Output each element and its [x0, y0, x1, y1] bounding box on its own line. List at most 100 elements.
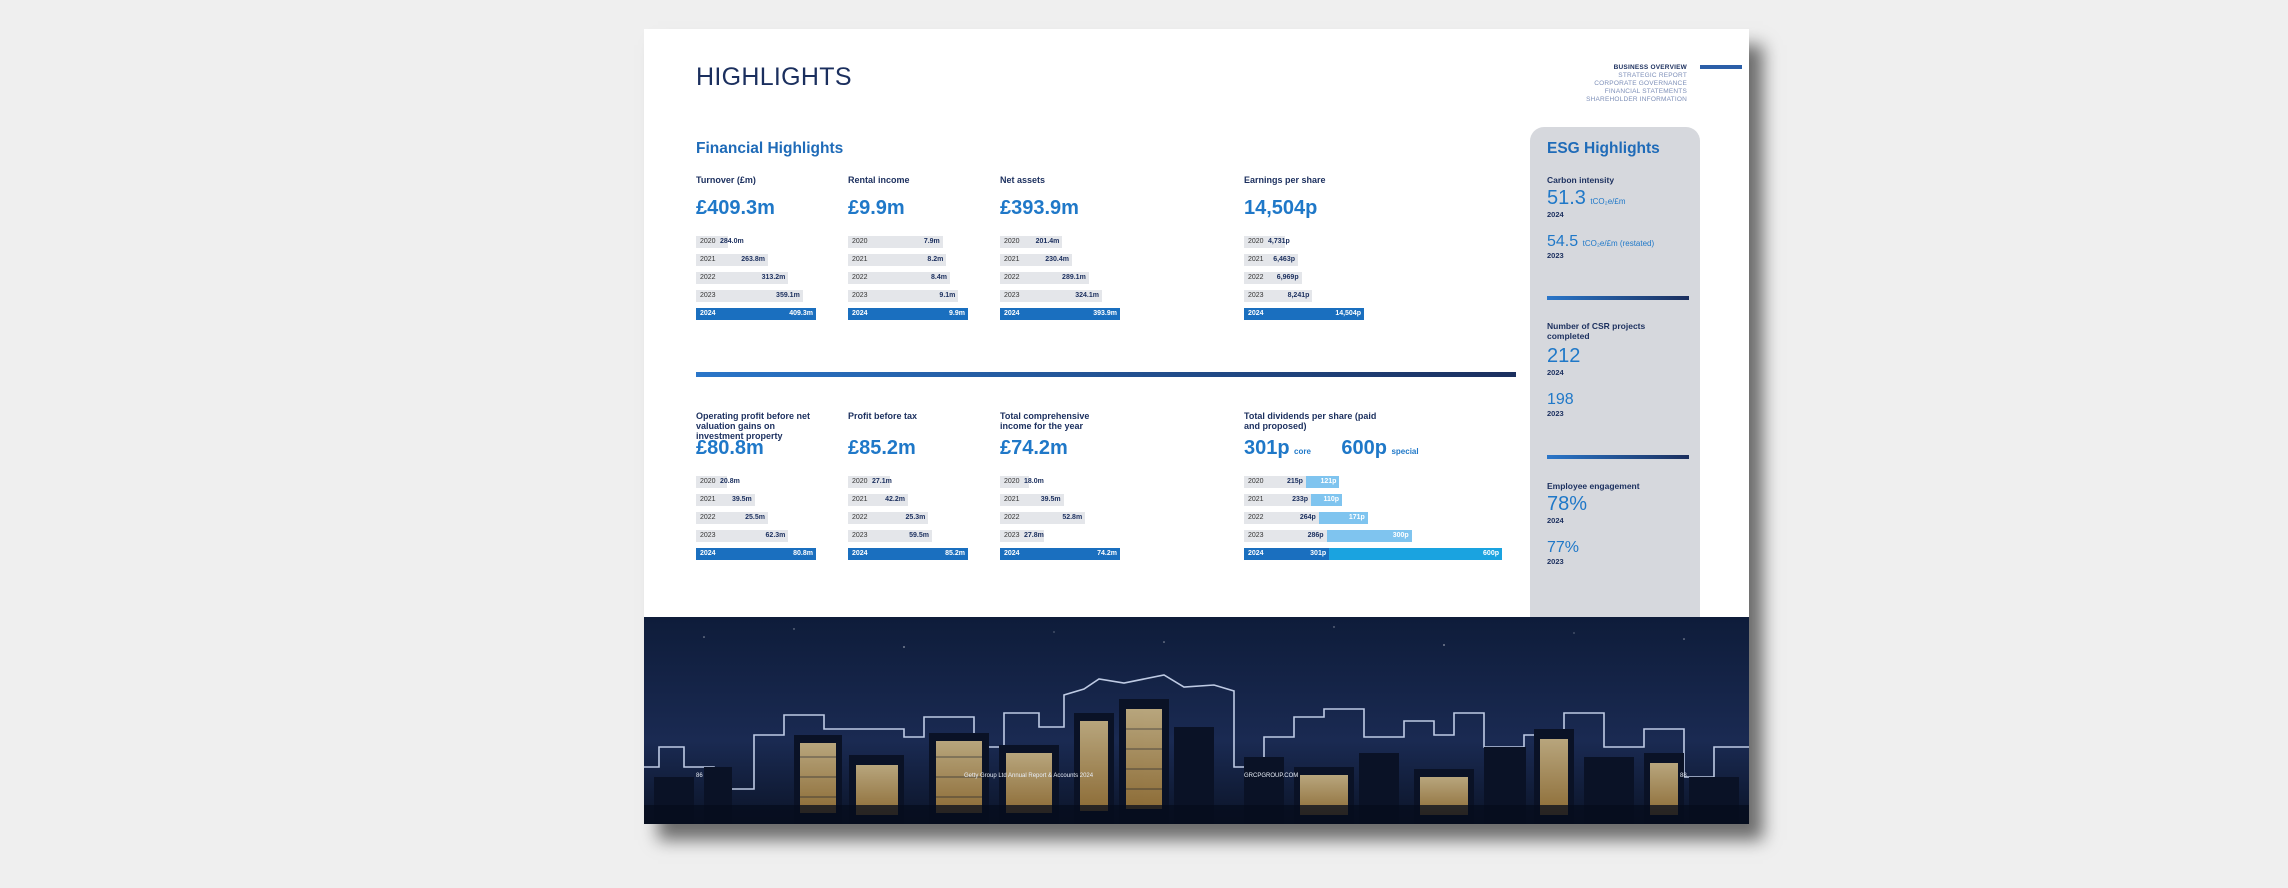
- bar-fill: [848, 254, 947, 266]
- bar-year-label: 2021: [852, 496, 868, 503]
- metric-eps: Earnings per share 14,504p 2020 4,731p 202…: [1244, 175, 1364, 320]
- bar-row-2024: 2024 393.9m: [1000, 308, 1120, 320]
- carbon-unit-2023: tCO₂e/£m (restated): [1582, 239, 1655, 248]
- report-page: HIGHLIGHTS BUSINESS OVERVIEW STRATEGIC R…: [644, 29, 1749, 824]
- bar-row-2023: 2023 359.1m: [696, 290, 816, 302]
- dividend-special-value: 600p: [1341, 437, 1387, 459]
- bar-value-label: 39.5m: [1040, 496, 1061, 503]
- bar-value-label: 6,463p: [1273, 256, 1295, 263]
- metric-label: Rental income: [848, 175, 910, 185]
- bar-value-label: 18.0m: [1024, 478, 1044, 485]
- dividend-core-bar: [1244, 548, 1330, 560]
- esg-csr: Number of CSR projects completed 212 202…: [1547, 321, 1657, 418]
- dividend-core-value: 301p: [1244, 437, 1290, 459]
- metric-net-assets: Net assets £393.9m 2020 201.4m 2021 230.4m 2…: [1000, 175, 1120, 320]
- metric-label: Operating profit before net valuation ga…: [696, 411, 811, 441]
- bar-row-2022: 2022 25.3m: [848, 512, 968, 524]
- metric-value: £85.2m: [848, 437, 916, 459]
- bar-value-label: 52.8m: [1062, 514, 1083, 521]
- esg-engagement: Employee engagement 78% 2024 77% 2023: [1547, 481, 1687, 566]
- bar-row-2021: 2021 263.8m: [696, 254, 816, 266]
- engagement-value-2023: 77%: [1547, 539, 1580, 556]
- nav-active-indicator: [1700, 65, 1742, 69]
- section-divider: [696, 372, 1516, 377]
- bar-fill: [696, 272, 789, 284]
- nav-item-shareholder-information[interactable]: SHAREHOLDER INFORMATION: [1586, 96, 1687, 103]
- metric-value: £409.3m: [696, 197, 775, 219]
- bar-value-label: 284.0m: [720, 238, 744, 245]
- bar-row-2021: 2021 42.2m: [848, 494, 968, 506]
- bar-fill: [1000, 548, 1120, 560]
- bar-row-2020: 2020 18.0m: [1000, 476, 1120, 488]
- metric-dividends: Total dividends per share (paid and prop…: [1244, 411, 1514, 560]
- nav-item-business-overview[interactable]: BUSINESS OVERVIEW: [1613, 64, 1687, 71]
- bar-value-label: 27.8m: [1024, 532, 1044, 539]
- bar-fill: [696, 548, 816, 560]
- bar-year-label: 2023: [852, 292, 868, 299]
- bar-year-label: 2023: [1248, 532, 1264, 539]
- csr-year-2023: 2023: [1547, 409, 1564, 418]
- bar-year-label: 2021: [700, 496, 716, 503]
- bar-fill: [1000, 236, 1063, 248]
- dividend-special-value-label: 171p: [1348, 514, 1365, 521]
- bar-fill: [848, 494, 908, 506]
- bar-value-label: 263.8m: [741, 256, 765, 263]
- metric-label: Earnings per share: [1244, 175, 1326, 185]
- bar-row-2022: 2022 52.8m: [1000, 512, 1120, 524]
- bar-year-label: 2022: [852, 514, 868, 521]
- dividend-core-label: core: [1294, 447, 1311, 456]
- bar-fill: [1000, 494, 1064, 506]
- bar-fill: [1244, 290, 1313, 302]
- footer-report-title: Getty Group Ltd Annual Report & Accounts…: [964, 773, 1094, 779]
- bar-value-label: 8.2m: [927, 256, 944, 263]
- nav-item-financial-statements[interactable]: FINANCIAL STATEMENTS: [1604, 88, 1687, 95]
- bar-fill: [696, 236, 729, 248]
- dividend-core-value-label: 264p: [1299, 514, 1316, 521]
- bar-value-label: 8,241p: [1287, 292, 1310, 299]
- financial-highlights-heading: Financial Highlights: [696, 140, 844, 157]
- bar-value-label: 201.4m: [1035, 238, 1060, 245]
- metric-value: £393.9m: [1000, 197, 1079, 219]
- bar-year-label: 2020: [1248, 478, 1264, 485]
- bar-year-label: 2022: [1004, 514, 1020, 521]
- esg-carbon: Carbon intensity 51.3 tCO₂e/£m 2024 54.5…: [1547, 175, 1687, 260]
- eps-bars: 2020 4,731p 2021 6,463p 2022 6,969p 2023 8,241p…: [1244, 236, 1364, 320]
- bar-value-label: 27.1m: [872, 478, 892, 485]
- bar-fill: [1000, 308, 1120, 320]
- dividend-special-bar: [1318, 512, 1368, 524]
- bar-year-label: 2022: [852, 274, 868, 281]
- metric-profit-before-tax: Profit before tax £85.2m 2020 27.1m 2021 42…: [848, 411, 968, 560]
- bar-year-label: 2022: [1248, 274, 1264, 281]
- nav-item-strategic-report[interactable]: STRATEGIC REPORT: [1618, 72, 1687, 79]
- bar-row-2022: 2022 6,969p: [1244, 272, 1364, 284]
- bar-row-2020: 2020 20.8m: [696, 476, 816, 488]
- bar-row-2020: 2020 7.9m: [848, 236, 968, 248]
- bar-year-label: 2021: [1004, 496, 1020, 503]
- bar-year-label: 2023: [700, 532, 716, 539]
- footer-website[interactable]: GRCPGROUP.COM: [1244, 773, 1299, 779]
- carbon-unit-2024: tCO₂e/£m: [1590, 197, 1626, 206]
- dividend-special-bar: [1311, 494, 1343, 506]
- dividend-row-2023: 2023 286p 300p: [1244, 530, 1502, 542]
- engagement-value-2024: 78%: [1547, 493, 1588, 515]
- nav-item-corporate-governance[interactable]: CORPORATE GOVERNANCE: [1594, 80, 1687, 87]
- bar-fill: [848, 512, 929, 524]
- carbon-value-2024: 51.3: [1547, 187, 1586, 209]
- dividend-row-2022: 2022 264p 171p: [1244, 512, 1502, 524]
- bar-row-2023: 2023 8,241p: [1244, 290, 1364, 302]
- bar-year-label: 2021: [700, 256, 716, 263]
- dividend-core-value-label: 233p: [1292, 496, 1309, 503]
- metric-label: Profit before tax: [848, 411, 918, 421]
- bar-fill: [1000, 290, 1102, 302]
- bar-fill: [1244, 308, 1364, 320]
- bar-value-label: 409.3m: [789, 310, 813, 317]
- dividend-special-value-label: 121p: [1320, 478, 1337, 485]
- csr-value-2024: 212: [1547, 345, 1581, 367]
- carbon-year-2024: 2024: [1547, 210, 1564, 219]
- bar-fill: [1000, 512, 1086, 524]
- dividend-row-2024: 2024 301p 600p: [1244, 548, 1502, 560]
- bar-value-label: 8.4m: [931, 274, 947, 281]
- bar-row-2021: 2021 8.2m: [848, 254, 968, 266]
- dividend-row-2020: 2020 215p 121p: [1244, 476, 1502, 488]
- bar-year-label: 2021: [1004, 256, 1020, 263]
